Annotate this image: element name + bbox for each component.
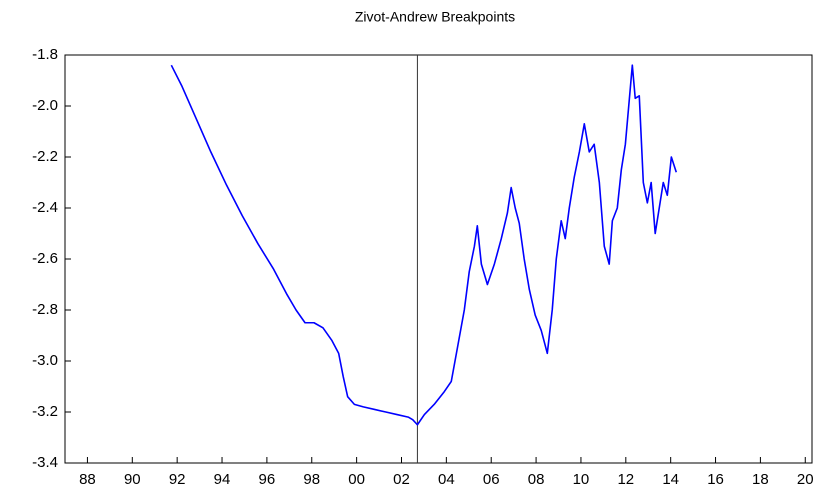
plot-frame: [64, 54, 813, 464]
x-tick-label: 04: [438, 471, 455, 488]
x-tick-label: 00: [348, 471, 365, 488]
x-tick-label: 98: [303, 471, 320, 488]
x-tick-label: 92: [169, 471, 186, 488]
x-tick-label: 88: [79, 471, 96, 488]
y-tick-label: -1.8: [32, 46, 58, 63]
x-tick-label: 96: [259, 471, 276, 488]
y-tick-label: -2.2: [32, 148, 58, 165]
x-tick-label: 90: [124, 471, 141, 488]
x-tick-label: 16: [707, 471, 724, 488]
x-tick-label: 08: [528, 471, 545, 488]
y-tick-label: -3.0: [32, 352, 58, 369]
chart-title: Zivot-Andrew Breakpoints: [355, 9, 515, 25]
data-line: [170, 64, 678, 426]
y-tick-label: -3.4: [32, 454, 58, 471]
y-tick-label: -3.2: [32, 403, 58, 420]
x-tick-label: 02: [393, 471, 410, 488]
x-tick-label: 18: [752, 471, 769, 488]
y-tick-label: -2.4: [32, 199, 58, 216]
x-tick-label: 20: [797, 471, 814, 488]
x-tick-label: 94: [214, 471, 231, 488]
x-tick-label: 14: [662, 471, 679, 488]
y-tick-label: -2.0: [32, 97, 58, 114]
y-tick-label: -2.6: [32, 250, 58, 267]
y-tick-label: -2.8: [32, 301, 58, 318]
x-tick-label: 12: [617, 471, 634, 488]
x-tick-label: 10: [573, 471, 590, 488]
x-tick-label: 06: [483, 471, 500, 488]
